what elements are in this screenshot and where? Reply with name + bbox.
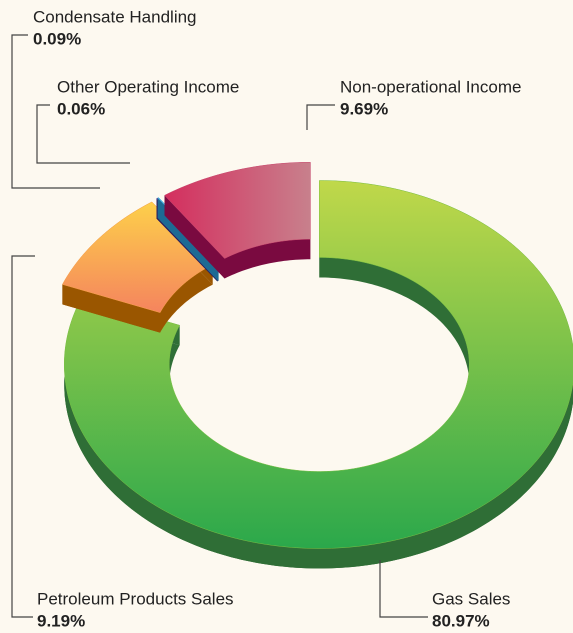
slice-label: Other Operating Income <box>57 77 239 96</box>
leader-line <box>36 104 130 164</box>
slice-side <box>164 195 225 279</box>
slice-value: 9.69% <box>340 99 388 118</box>
slice-label: Gas Sales <box>432 589 510 608</box>
labels: Gas Sales 80.97% Petroleum Products Sales 9… <box>33 7 521 630</box>
slice-value: 0.09% <box>33 29 81 48</box>
slice-label: Condensate Handling <box>33 7 197 26</box>
leader-line <box>11 255 35 618</box>
slice-label: Non-operational Income <box>340 77 521 96</box>
slice-label: Petroleum Products Sales <box>37 589 234 608</box>
slice-value: 0.06% <box>57 99 105 118</box>
leader-line <box>306 104 335 130</box>
slice <box>63 180 573 549</box>
leader-line <box>11 34 100 189</box>
leader-line <box>379 560 428 618</box>
slices <box>62 162 573 569</box>
slice-value: 9.19% <box>37 611 85 630</box>
slice-value: 80.97% <box>432 611 490 630</box>
slice-side <box>62 284 161 333</box>
slice <box>164 162 311 259</box>
